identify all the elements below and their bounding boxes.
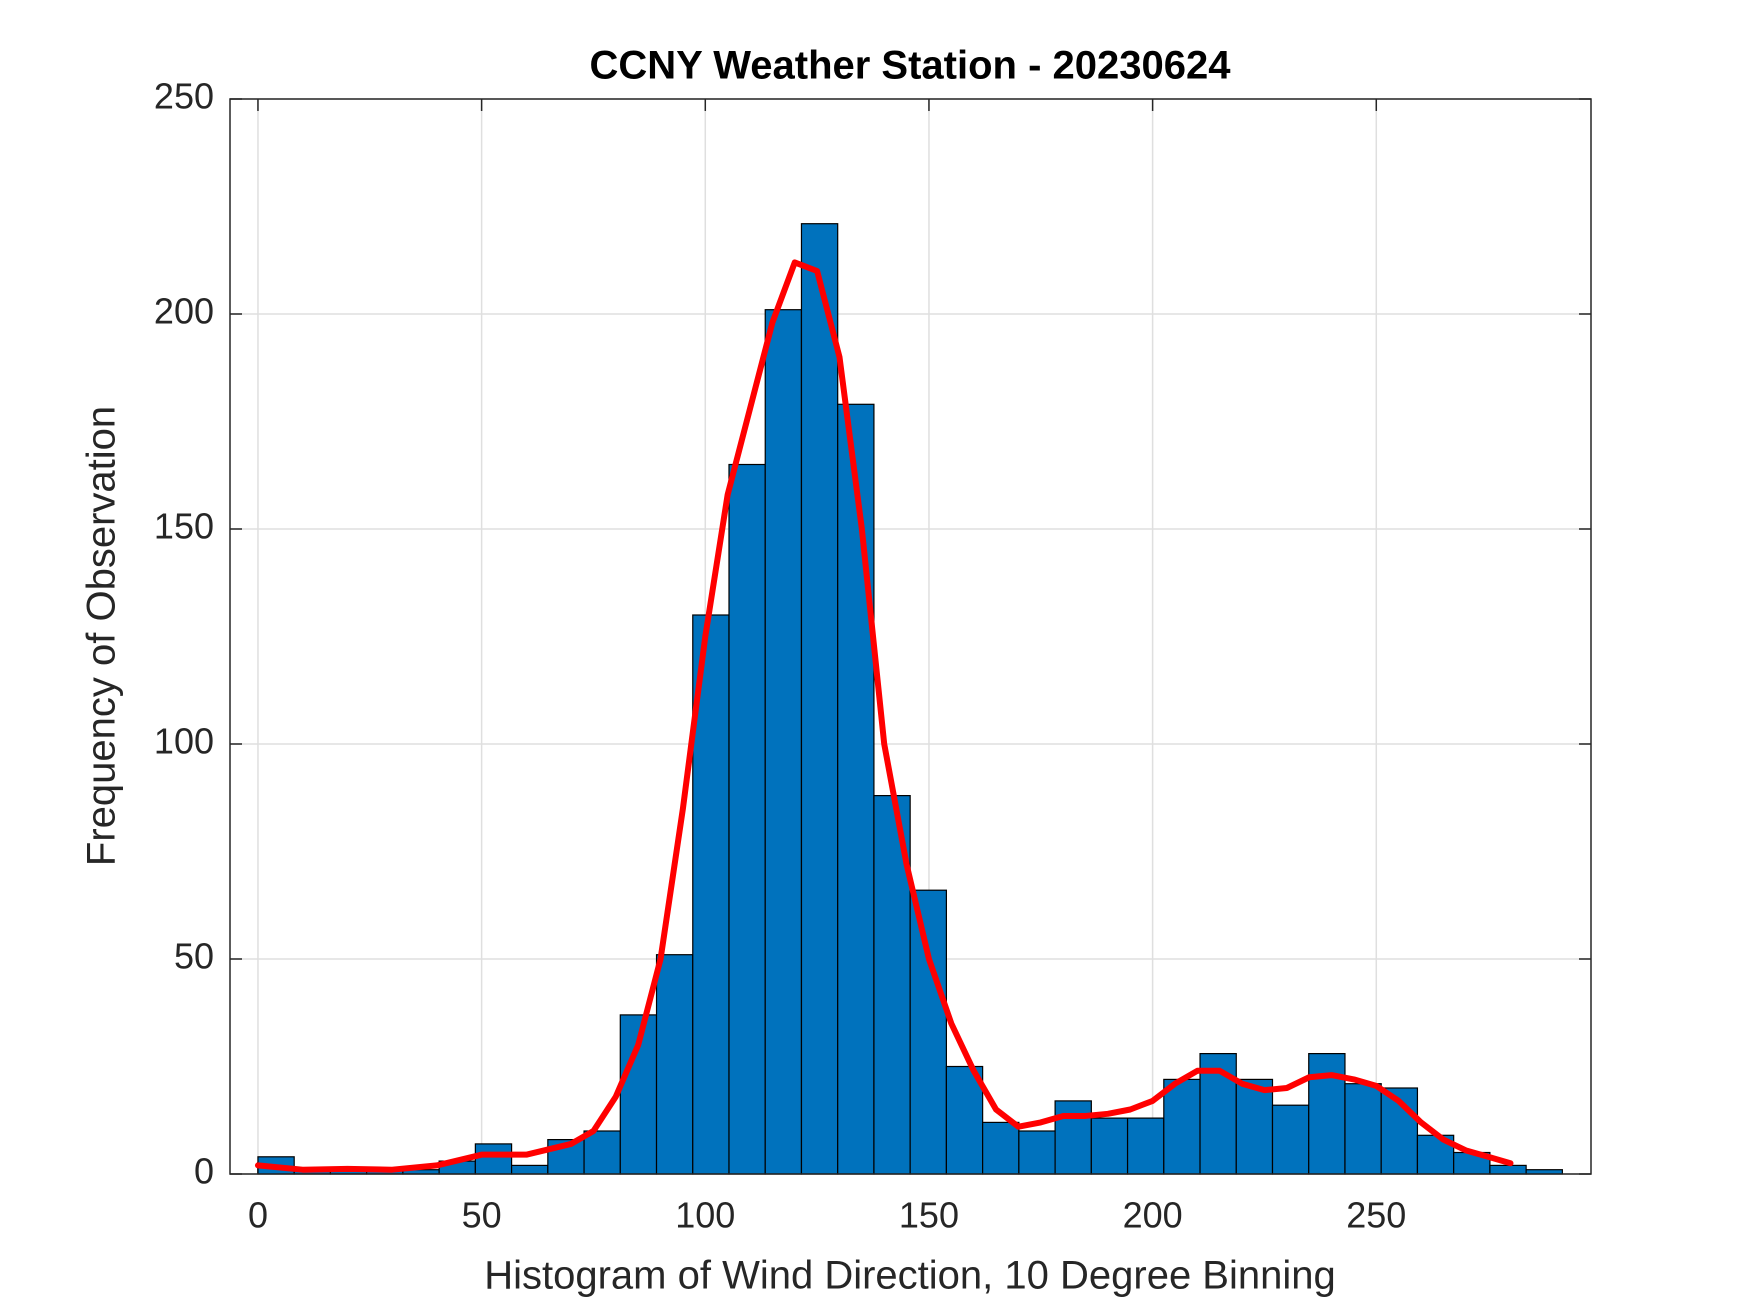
x-tick-label: 250	[1346, 1195, 1406, 1236]
x-tick-label: 50	[462, 1195, 502, 1236]
bar	[1054, 1100, 1092, 1175]
bar	[1271, 1104, 1310, 1175]
bar	[474, 1143, 513, 1175]
bar	[1344, 1083, 1382, 1175]
x-axis-label: Histogram of Wind Direction, 10 Degree B…	[484, 1254, 1336, 1298]
y-tick-label: 250	[154, 76, 214, 117]
x-tick-label: 100	[675, 1195, 735, 1236]
y-tick-label: 0	[194, 1151, 214, 1192]
bar	[837, 403, 875, 1175]
x-tick-label: 0	[248, 1195, 268, 1236]
smoothed-line	[254, 259, 1514, 1173]
bar	[728, 463, 766, 1175]
chart-title: CCNY Weather Station - 20230624	[590, 44, 1232, 88]
bar	[909, 889, 947, 1175]
y-axis-label: Frequency of Observation	[80, 406, 124, 866]
y-tick-label: 50	[174, 936, 214, 977]
x-tick-label: 200	[1123, 1195, 1183, 1236]
bar	[1163, 1078, 1201, 1175]
x-tick-label: 150	[899, 1195, 959, 1236]
bar	[1235, 1078, 1274, 1175]
y-tick-label: 200	[154, 291, 214, 332]
bar	[1126, 1117, 1165, 1175]
bar	[982, 1121, 1020, 1175]
bar	[1090, 1117, 1129, 1175]
bar	[583, 1130, 621, 1175]
bar	[1018, 1130, 1056, 1175]
plot-frame	[229, 98, 1592, 1175]
bar	[800, 223, 839, 1175]
bar	[764, 309, 803, 1175]
bar	[510, 1164, 549, 1175]
bar	[655, 954, 694, 1175]
y-tick-label: 100	[154, 721, 214, 762]
bar	[1308, 1052, 1346, 1175]
y-tick-label: 150	[154, 506, 214, 547]
bar	[1489, 1164, 1527, 1175]
